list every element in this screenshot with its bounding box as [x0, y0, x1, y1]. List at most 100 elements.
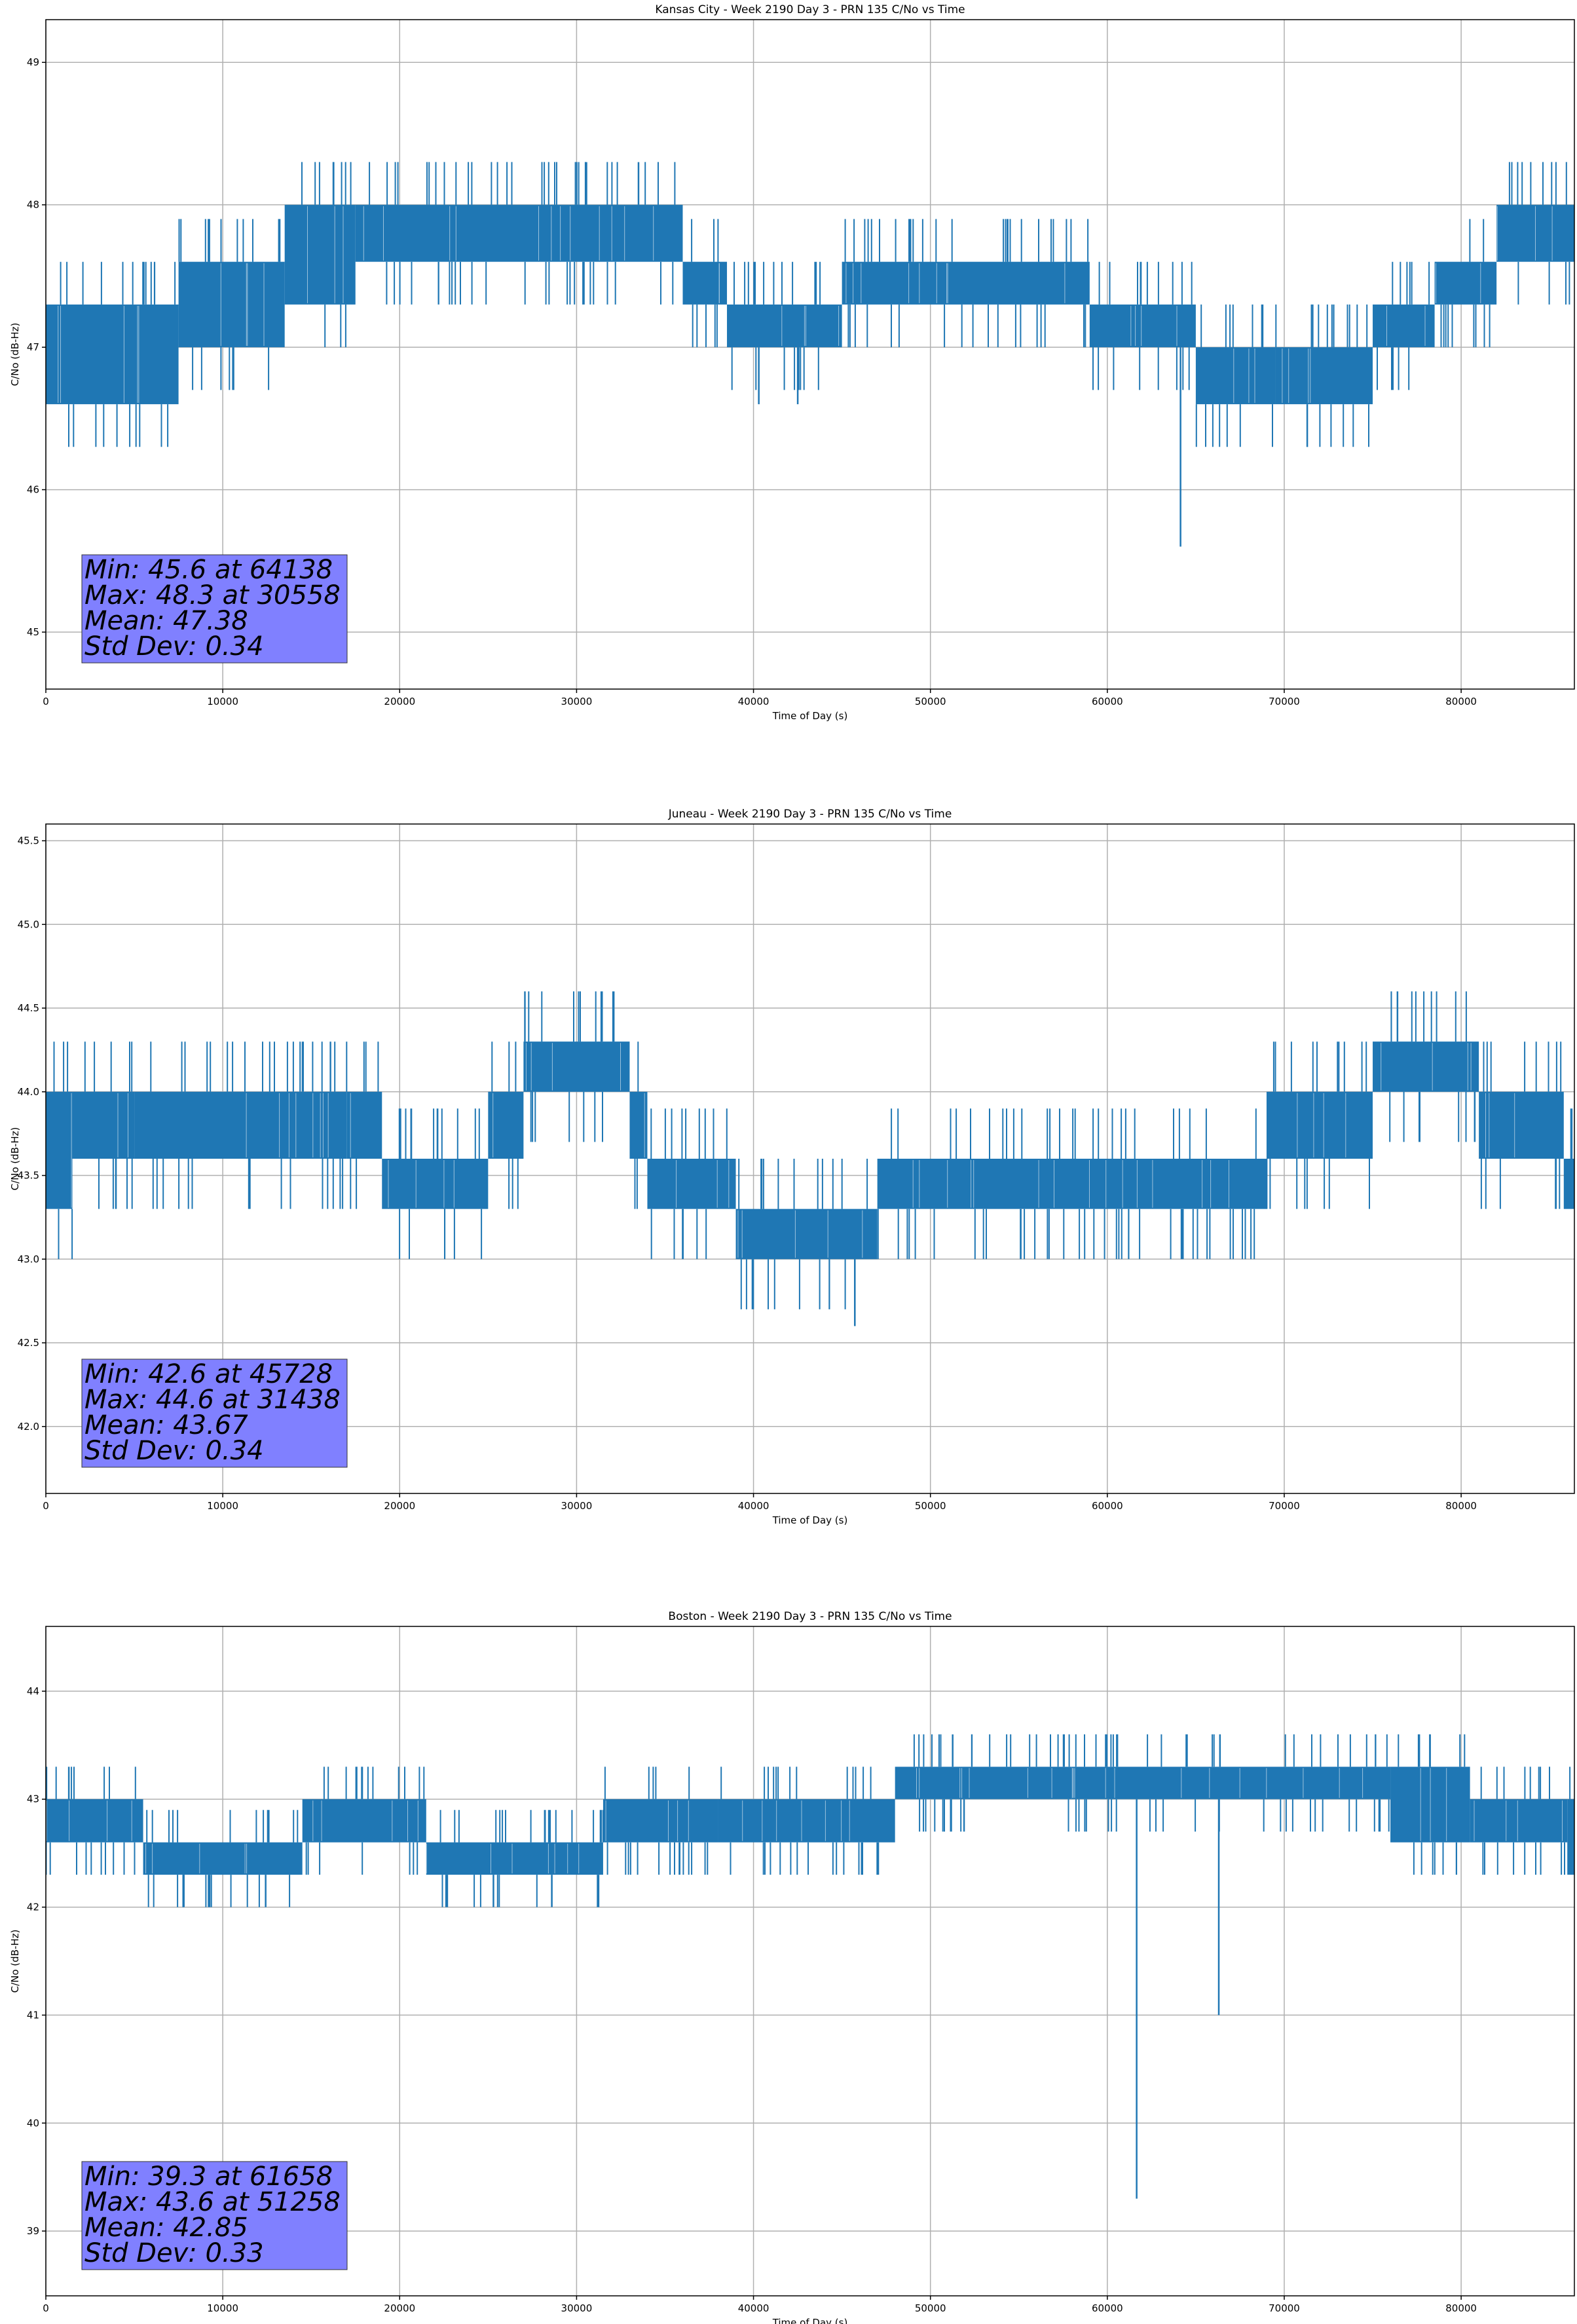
stats-max: Max: 43.6 at 51258	[84, 2187, 341, 2217]
series-gap	[1282, 348, 1311, 403]
x-tick-label: 60000	[1092, 2302, 1123, 2314]
series-noise	[1092, 261, 1193, 390]
x-tick-label: 70000	[1269, 696, 1300, 707]
x-ticks: 0 10000 20000 30000 40000 50000 60000 70000 8000…	[43, 689, 1477, 707]
series-gap	[307, 206, 344, 303]
series-gap	[117, 1093, 128, 1157]
stats-mean: Mean: 47.38	[84, 606, 248, 636]
series-band	[647, 1159, 736, 1209]
series-gap	[737, 1210, 863, 1258]
series-noise	[1508, 162, 1570, 305]
series-band	[895, 1767, 1072, 1799]
y-ticks: 39 40 41 42 43 44	[27, 1685, 46, 2237]
y-tick-label: 46	[27, 484, 39, 496]
x-tick-label: 70000	[1269, 2302, 1300, 2314]
y-tick-label: 43	[27, 1793, 39, 1805]
y-tick-label: 39	[27, 2225, 39, 2237]
series-gap	[220, 263, 265, 347]
series-band	[877, 1159, 1267, 1209]
series-gap	[1420, 1768, 1447, 1841]
series-noise	[369, 162, 676, 305]
x-tick-label: 0	[43, 696, 49, 707]
series-band	[72, 1091, 135, 1159]
series-band	[46, 1091, 73, 1209]
series-band	[727, 304, 842, 348]
subplot-juneau: 0 10000 20000 30000 40000 50000 60000 70000 8000…	[9, 808, 1575, 1526]
series-band	[1434, 261, 1497, 305]
series-noise	[178, 219, 281, 390]
y-tick-label: 42.5	[18, 1337, 39, 1349]
x-tick-label: 40000	[738, 1500, 770, 1512]
series-gap	[605, 1800, 689, 1841]
series-noise	[691, 219, 719, 348]
series-gap	[426, 1843, 580, 1874]
series-band	[603, 1799, 718, 1843]
x-tick-label: 50000	[915, 1500, 946, 1512]
stats-box-background	[81, 2161, 348, 2270]
x-tick-label: 0	[43, 1500, 49, 1512]
series-gap	[1130, 305, 1178, 347]
series-noise	[634, 1041, 639, 1209]
series-gap	[1233, 348, 1255, 403]
series-noise	[305, 1767, 425, 1875]
series-noise	[301, 162, 352, 348]
series-gap	[46, 1800, 132, 1841]
x-tick-label: 70000	[1269, 1500, 1300, 1512]
subplot-kansas-city: 0 10000 20000 30000 40000 50000 60000 70000 8000…	[9, 3, 1575, 722]
stats-mean: Mean: 42.85	[84, 2213, 248, 2243]
y-tick-label: 47	[27, 341, 39, 353]
series-band	[46, 1799, 143, 1843]
series-noise	[1195, 304, 1273, 447]
x-tick-label: 80000	[1445, 696, 1477, 707]
series-gap	[742, 1800, 850, 1841]
x-tick-label: 10000	[207, 2302, 238, 2314]
series-noise	[150, 1041, 344, 1209]
series-noise	[1075, 1734, 1390, 1832]
stats-min: Min: 45.6 at 64138	[84, 555, 333, 585]
x-tick-label: 60000	[1092, 1500, 1123, 1512]
series-gap	[246, 1093, 329, 1157]
series-noise	[1480, 1041, 1562, 1209]
series-band	[134, 1091, 347, 1159]
stats-std-dev: Std Dev: 0.34	[84, 1436, 264, 1466]
series-gap	[912, 1160, 1229, 1208]
stats-max: Max: 48.3 at 30558	[84, 580, 341, 610]
series-band	[488, 1091, 524, 1159]
y-tick-label: 42	[27, 1902, 39, 1913]
plot-frame	[45, 1626, 1575, 2296]
series-band	[143, 1842, 303, 1875]
y-tick-label: 45.5	[18, 835, 39, 847]
y-tick-label: 43.0	[18, 1253, 39, 1265]
y-tick-label: 41	[27, 2009, 39, 2021]
stats-box: Min: 42.6 at 45728 Max: 44.6 at 31438 Me…	[81, 1359, 348, 1468]
series-gap	[58, 305, 139, 403]
series-noise	[720, 1767, 880, 1875]
x-tick-label: 30000	[561, 2302, 593, 2314]
series-gap	[1072, 1768, 1364, 1798]
x-tick-label: 0	[43, 2302, 49, 2314]
series-gap	[676, 1160, 730, 1208]
x-tick-label: 20000	[384, 1500, 415, 1512]
y-tick-label: 44	[27, 1685, 39, 1697]
stats-min: Min: 39.3 at 61658	[84, 2162, 333, 2192]
series-band	[1195, 347, 1276, 405]
series-noise	[1389, 991, 1476, 1142]
series-noise	[1266, 1041, 1370, 1209]
y-tick-label: 45.0	[18, 918, 39, 930]
stats-box-background	[81, 554, 348, 664]
x-axis-label: Time of Day (s)	[772, 710, 848, 722]
series-gap	[363, 206, 654, 261]
series-gap	[525, 1043, 621, 1091]
series-gap	[1436, 263, 1481, 303]
series-noise	[913, 1734, 1070, 1832]
series-gap	[1474, 1800, 1563, 1841]
y-ticks: 42.0 42.5 43.0 43.5 44.0 44.5 45.0 45.5	[18, 835, 46, 1433]
series-band	[1089, 304, 1196, 348]
series-noise	[1570, 1108, 1573, 1159]
x-tick-label: 50000	[915, 2302, 946, 2314]
series-band	[1567, 1799, 1574, 1875]
x-tick-label: 30000	[561, 696, 593, 707]
series-noise	[398, 1108, 483, 1260]
x-axis-label: Time of Day (s)	[772, 2317, 848, 2324]
plot-frame	[45, 19, 1575, 690]
